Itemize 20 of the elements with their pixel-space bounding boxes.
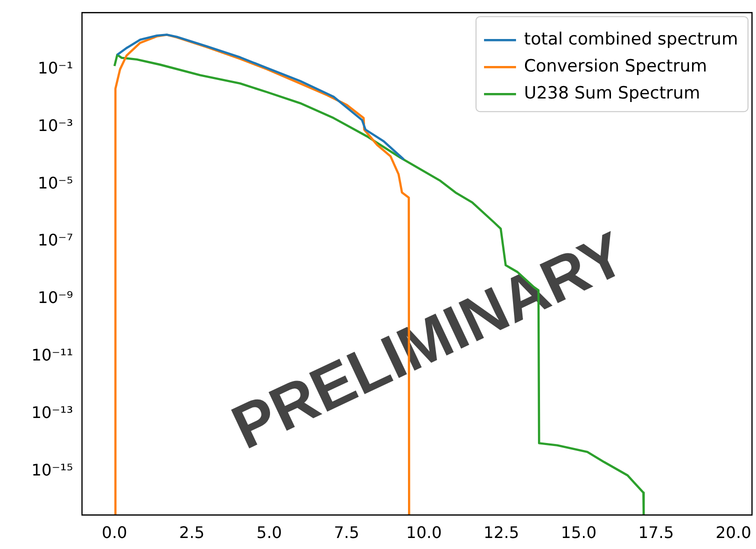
x-tick-label: 20.0 — [716, 522, 752, 542]
x-tick-label: 5.0 — [256, 522, 282, 542]
x-tick-label: 2.5 — [179, 522, 205, 542]
y-tick-label: 10⁻⁹ — [38, 288, 73, 308]
y-tick-label: 10⁻¹ — [38, 58, 73, 78]
x-tick-label: 10.0 — [406, 522, 442, 542]
x-tick-label: 0.0 — [102, 522, 128, 542]
x-tick-label: 7.5 — [334, 522, 360, 542]
legend-label: U238 Sum Spectrum — [524, 84, 700, 104]
y-tick-label: 10⁻¹¹ — [31, 346, 73, 365]
y-tick-label: 10⁻⁷ — [38, 230, 73, 250]
legend-label: total combined spectrum — [524, 30, 738, 50]
y-tick-label: 10⁻⁵ — [38, 173, 73, 192]
legend-label: Conversion Spectrum — [524, 56, 708, 77]
x-tick-label: 12.5 — [484, 522, 520, 542]
y-tick-label: 10⁻³ — [38, 116, 73, 135]
x-tick-label: 17.5 — [638, 522, 674, 542]
y-tick-label: 10⁻¹³ — [31, 402, 73, 422]
x-tick-label: 15.0 — [560, 522, 597, 542]
y-tick-label: 10⁻¹⁵ — [31, 460, 73, 480]
